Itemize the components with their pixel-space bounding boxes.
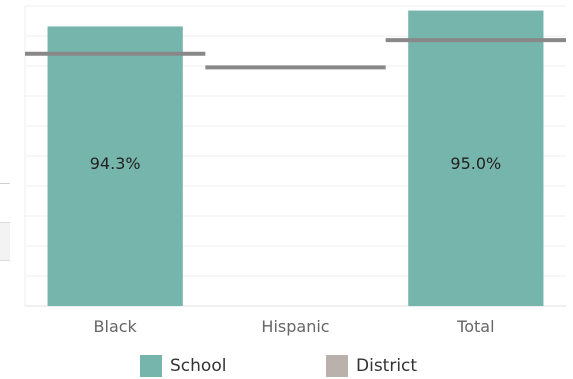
data-label-total: 95.0% [450,154,501,173]
chart-plot: 94.3% 95.0% Black Hispanic Total [24,5,566,336]
legend-swatch-district [326,355,348,377]
legend-label-school: School [170,356,227,376]
school-bars [47,10,544,307]
legend-label-district: District [356,356,418,376]
legend-item-district[interactable]: District [326,355,417,377]
data-labels: 94.3% 95.0% [90,154,501,173]
x-tick-total: Total [456,317,494,336]
legend: School District [0,355,573,379]
legend-item-school[interactable]: School [140,355,226,377]
x-tick-black: Black [94,317,138,336]
side-tab [0,222,10,261]
bar-school-black [47,26,183,306]
district-markers [25,38,566,70]
legend-swatch-school [140,355,162,377]
x-axis-ticks: Black Hispanic Total [94,317,495,336]
data-label-black: 94.3% [90,154,141,173]
side-tab-edge [0,183,10,184]
bar-school-total [408,10,544,307]
x-tick-hispanic: Hispanic [261,317,329,336]
